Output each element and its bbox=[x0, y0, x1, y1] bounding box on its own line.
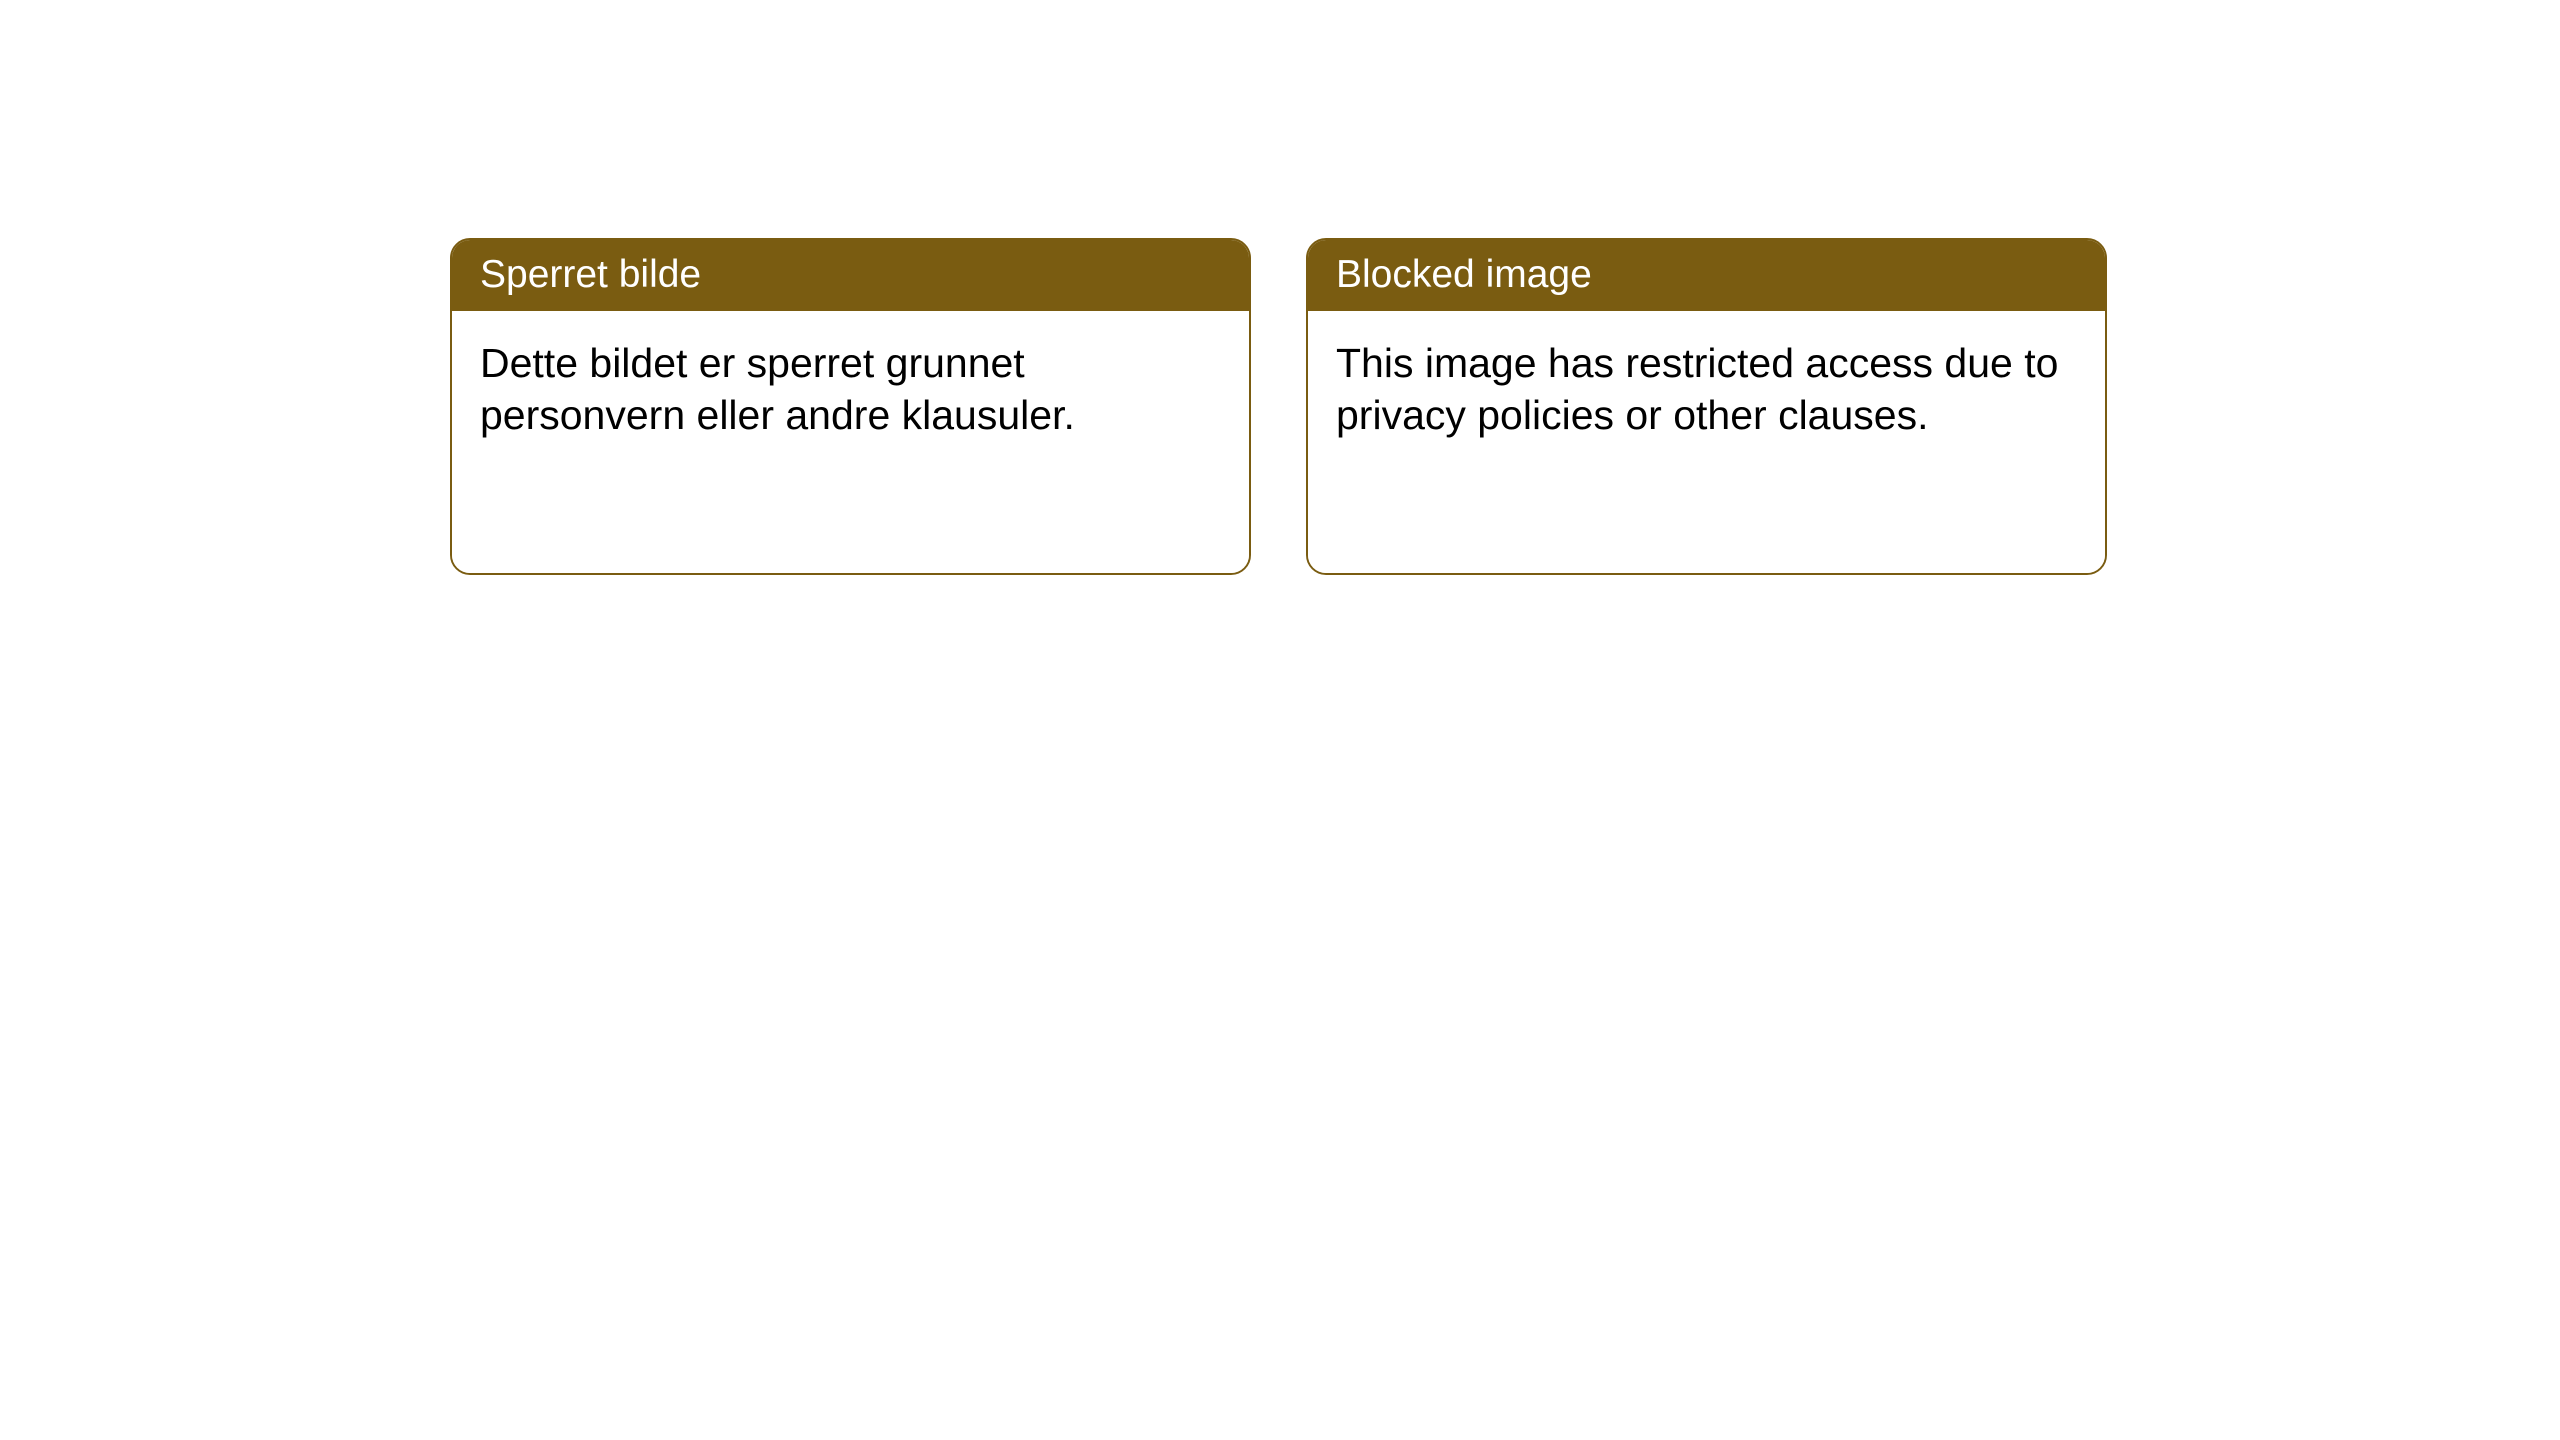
notice-body: Dette bildet er sperret grunnet personve… bbox=[452, 311, 1249, 573]
notice-box-norwegian: Sperret bilde Dette bildet er sperret gr… bbox=[450, 238, 1251, 575]
notice-header: Sperret bilde bbox=[452, 240, 1249, 311]
notice-box-english: Blocked image This image has restricted … bbox=[1306, 238, 2107, 575]
notice-body: This image has restricted access due to … bbox=[1308, 311, 2105, 573]
notice-header: Blocked image bbox=[1308, 240, 2105, 311]
notice-container: Sperret bilde Dette bildet er sperret gr… bbox=[450, 238, 2107, 575]
